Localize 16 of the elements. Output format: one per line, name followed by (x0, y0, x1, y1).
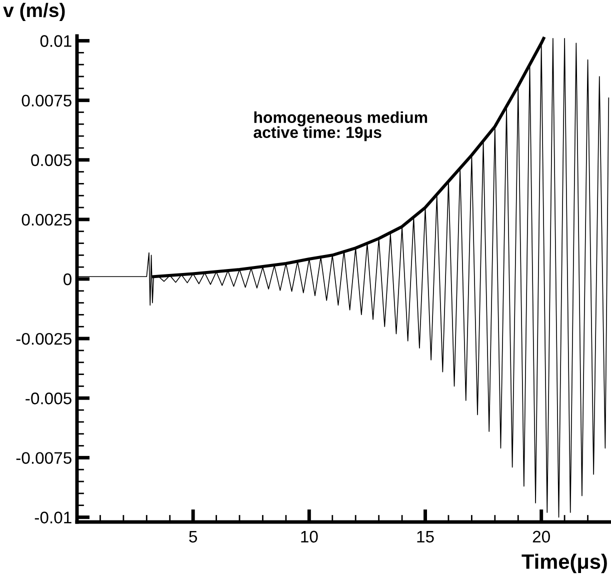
y-tick-label: -0.005 (26, 392, 72, 404)
y-tick-label: -0.0075 (16, 452, 72, 464)
y-tick-label: -0.01 (34, 512, 72, 524)
x-tick-label: 20 (532, 530, 550, 543)
annotation: homogeneous medium active time: 19μs (254, 111, 428, 142)
y-tick-label: 0.005 (31, 154, 72, 166)
y-tick-label: 0.0075 (22, 94, 72, 107)
y-tick-label: 0.01 (40, 35, 72, 47)
x-tick-label: 15 (417, 530, 434, 543)
y-axis-title: v (m/s) (3, 2, 65, 22)
x-tick-label: 10 (301, 530, 318, 543)
x-axis-title: Time(μs) (522, 554, 607, 574)
x-tick-label: 5 (189, 530, 198, 543)
y-tick-label: 0.0025 (22, 214, 72, 226)
y-tick-label: -0.0025 (16, 332, 72, 345)
y-tick-label: 0 (64, 273, 72, 286)
